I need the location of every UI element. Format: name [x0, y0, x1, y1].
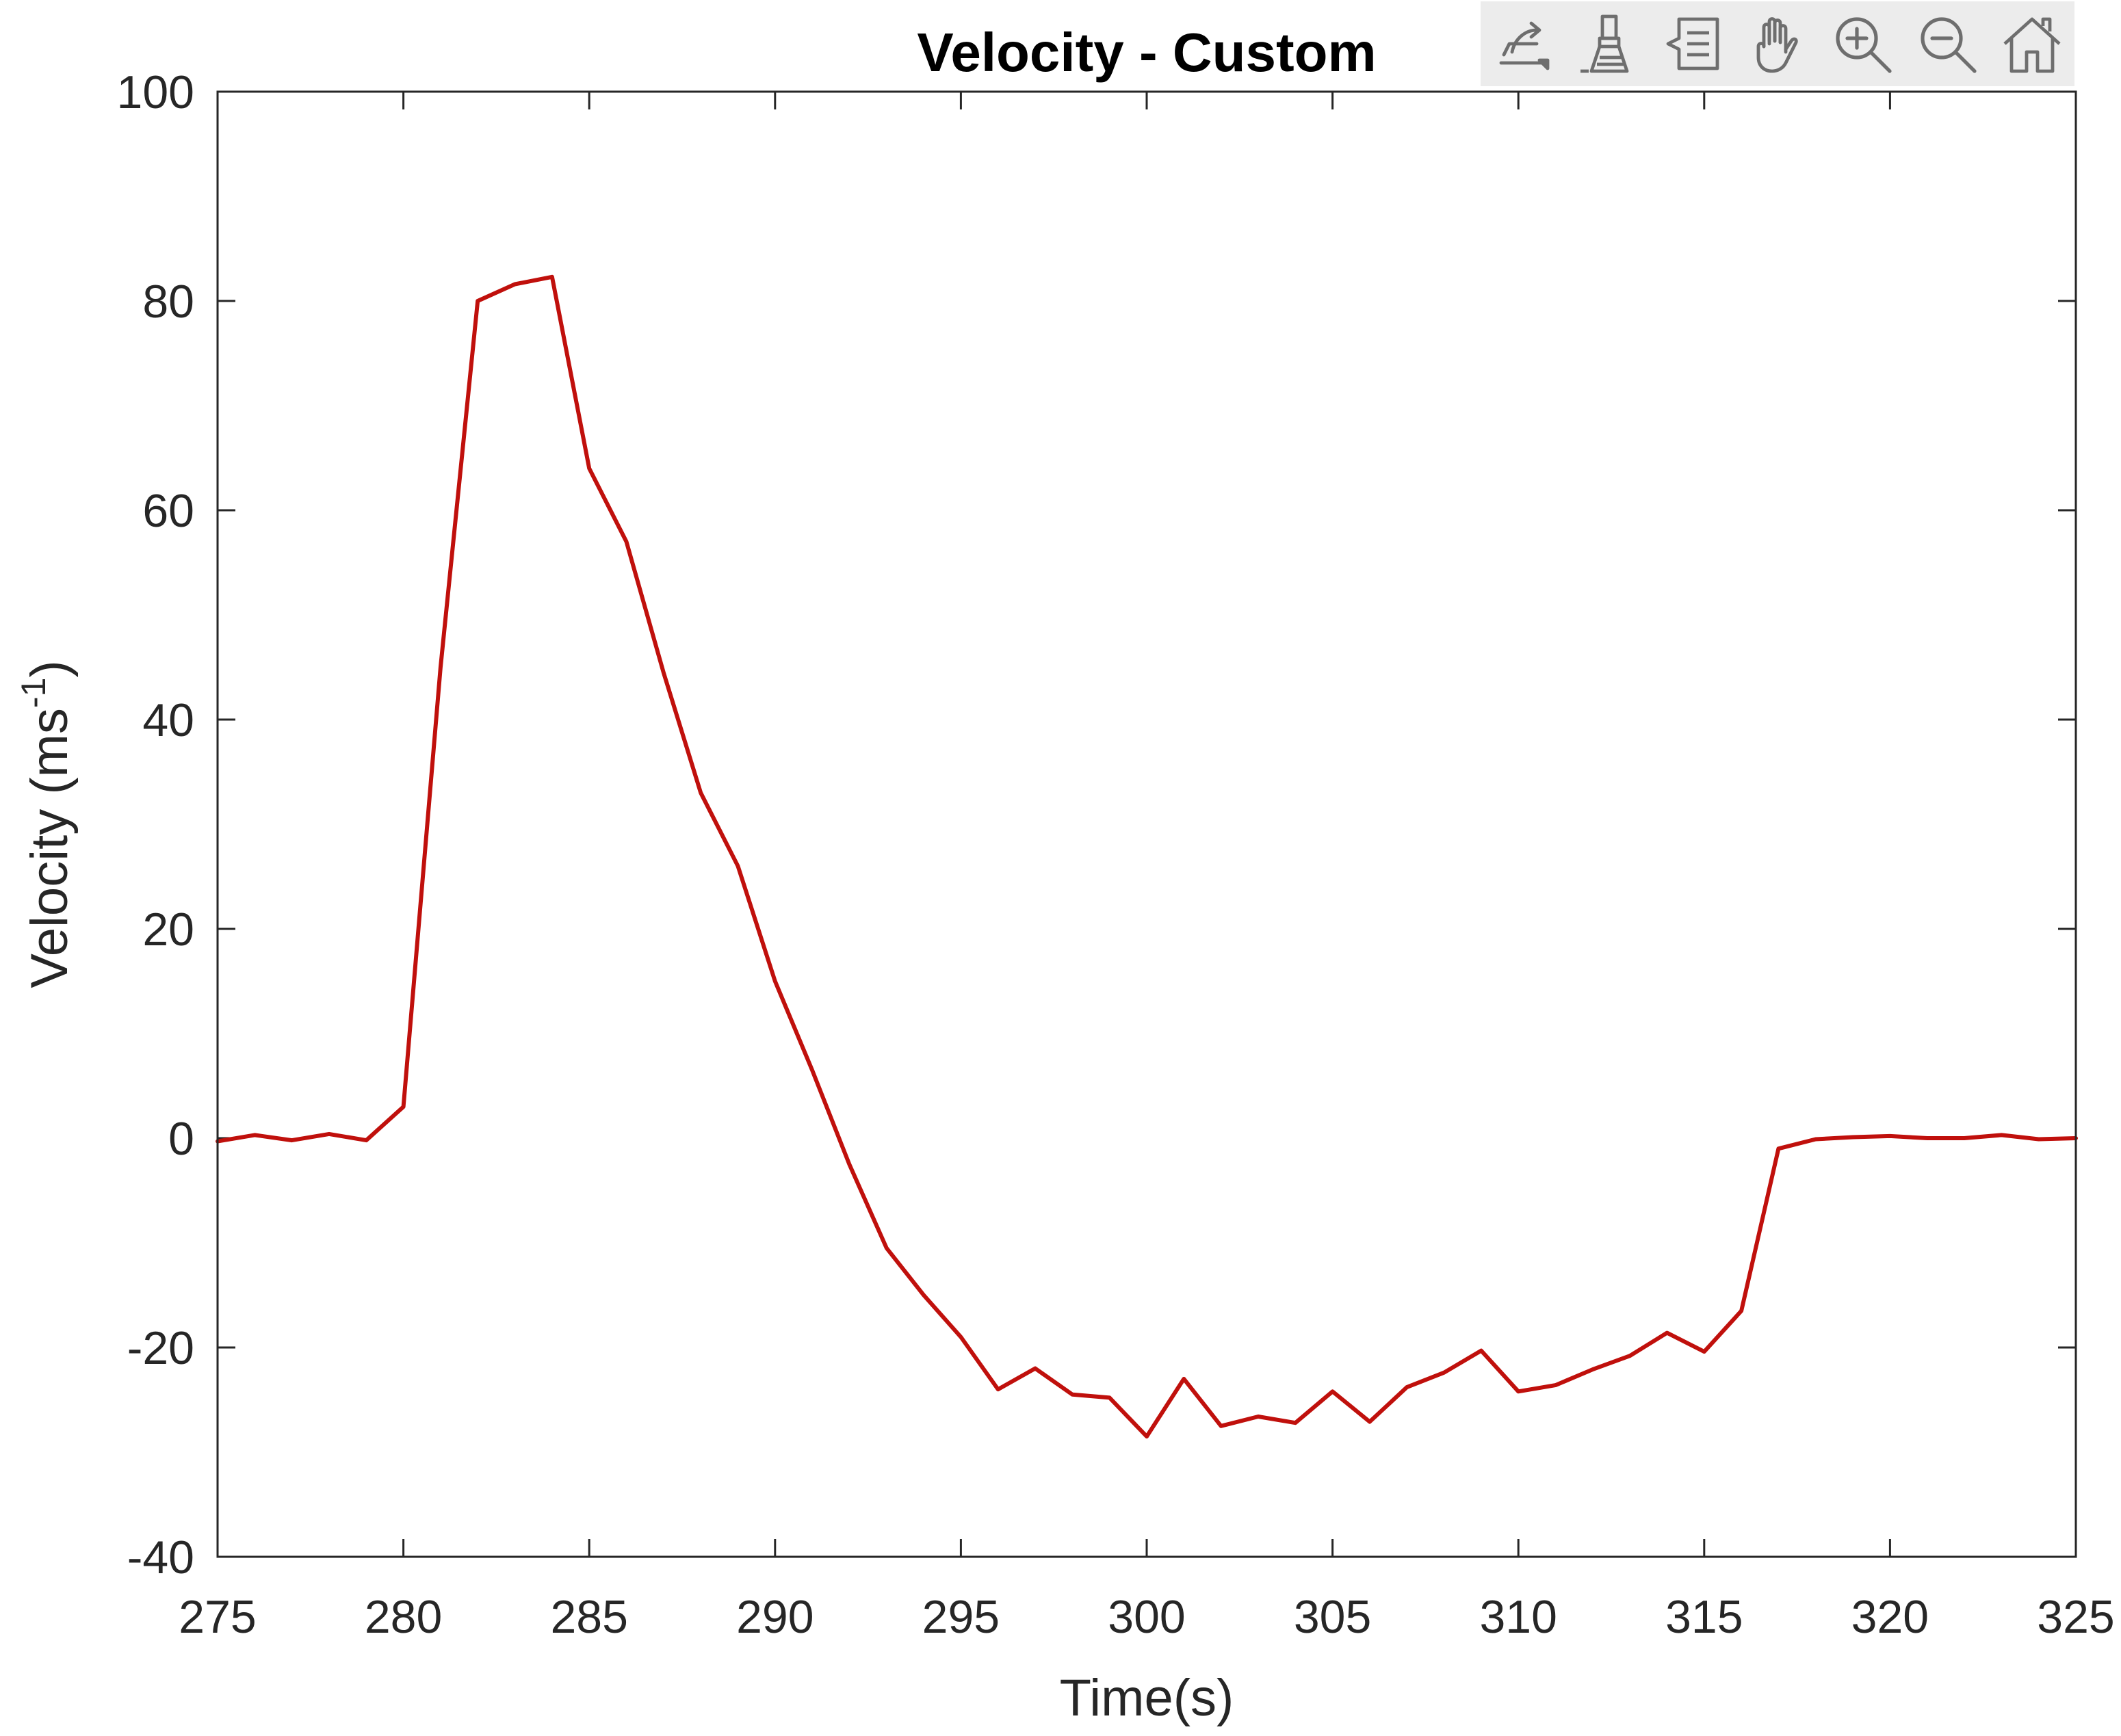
velocity-data-point: [1851, 1135, 1855, 1140]
datatip-button[interactable]: [1656, 7, 1730, 81]
velocity-data-point: [810, 1068, 814, 1073]
velocity-data-point: [922, 1293, 926, 1298]
export-button[interactable]: [1486, 7, 1560, 81]
velocity-data-point: [1591, 1367, 1595, 1371]
velocity-data-point: [1925, 1136, 1929, 1140]
x-axis-label: Time(s): [1060, 1669, 1234, 1727]
x-tick-label: 300: [1108, 1591, 1185, 1643]
home-button[interactable]: [1995, 7, 2069, 81]
velocity-data-point: [1479, 1349, 1483, 1353]
x-tick-label: 295: [922, 1591, 1000, 1643]
velocity-data-point: [402, 1105, 406, 1109]
velocity-data-point: [699, 791, 703, 795]
x-tick-label: 320: [1851, 1591, 1929, 1643]
velocity-data-point: [1516, 1389, 1520, 1393]
brush-button[interactable]: [1571, 7, 1645, 81]
axes-toolbar: [1481, 1, 2074, 86]
velocity-data-point: [364, 1138, 368, 1142]
home-icon: [2003, 17, 2061, 73]
velocity-data-point: [1888, 1134, 1892, 1138]
zoom-out-icon: [1921, 17, 1977, 73]
pan-hand-icon: [1756, 17, 1798, 73]
velocity-data-point: [1331, 1389, 1335, 1393]
chart-title: Velocity - Custom: [917, 22, 1376, 83]
velocity-data-point: [1145, 1434, 1149, 1438]
x-tick-label: 285: [550, 1591, 627, 1643]
velocity-series-line: [216, 274, 2078, 1439]
velocity-data-point: [1776, 1146, 1780, 1150]
velocity-data-point: [847, 1162, 851, 1166]
velocity-data-point: [1070, 1393, 1074, 1397]
export-icon: [1499, 21, 1550, 70]
velocity-data-point: [959, 1335, 963, 1339]
velocity-data-point: [1256, 1415, 1260, 1419]
plot-area-frame: [216, 90, 2077, 1558]
zoom-in-button[interactable]: [1825, 7, 1899, 81]
velocity-data-point: [1628, 1354, 1632, 1358]
velocity-data-point: [327, 1132, 331, 1136]
datatip-icon: [1666, 17, 1719, 70]
velocity-data-point: [1702, 1350, 1706, 1354]
velocity-data-point: [513, 282, 517, 287]
velocity-data-point: [550, 275, 554, 279]
velocity-data-point: [1962, 1136, 1966, 1140]
velocity-data-point: [2037, 1137, 2041, 1142]
x-tick-label: 275: [179, 1591, 256, 1643]
velocity-data-point: [587, 466, 591, 471]
y-axis-label-superscript: -1: [14, 678, 53, 708]
x-tick-label: 315: [1665, 1591, 1743, 1643]
pan-button[interactable]: [1741, 7, 1814, 81]
zoom-in-icon: [1836, 17, 1892, 73]
x-tick-label: 280: [365, 1591, 442, 1643]
y-tick-label: 20: [142, 904, 194, 956]
x-tick-label: 305: [1294, 1591, 1371, 1643]
velocity-data-point: [1182, 1377, 1186, 1381]
velocity-data-point: [996, 1387, 1000, 1391]
velocity-data-point: [252, 1133, 257, 1137]
velocity-data-point: [290, 1138, 294, 1142]
y-tick-label: -20: [127, 1322, 194, 1374]
velocity-data-point: [1108, 1395, 1112, 1399]
velocity-data-point: [625, 540, 629, 544]
velocity-data-point: [736, 864, 740, 868]
y-tick-label: 60: [142, 485, 194, 537]
velocity-data-point: [1442, 1371, 1446, 1375]
velocity-data-point: [439, 666, 443, 670]
brush-icon: [1580, 14, 1629, 73]
velocity-data-point: [1814, 1137, 1818, 1142]
x-tick-label: 290: [736, 1591, 814, 1643]
velocity-data-point: [1665, 1331, 1669, 1335]
velocity-data-point: [1368, 1420, 1372, 1424]
velocity-data-point: [885, 1246, 889, 1250]
zoom-out-button[interactable]: [1910, 7, 1984, 81]
x-tick-label: 310: [1479, 1591, 1557, 1643]
velocity-data-point: [1999, 1133, 2003, 1137]
velocity-data-point: [1219, 1424, 1223, 1428]
velocity-data-point: [773, 979, 777, 984]
y-axis-label-close: ): [21, 660, 79, 677]
y-axis-label: Velocity (ms-1): [14, 660, 79, 988]
y-tick-label: 100: [117, 66, 194, 118]
y-axis-label-main: Velocity (ms: [21, 708, 79, 988]
y-tick-label: 0: [168, 1113, 194, 1165]
velocity-data-point: [1739, 1309, 1743, 1313]
velocity-data-point: [1554, 1383, 1558, 1387]
velocity-data-point: [662, 670, 666, 674]
velocity-data-point: [1033, 1367, 1037, 1371]
velocity-data-point: [1293, 1421, 1297, 1425]
y-tick-label: -40: [127, 1531, 194, 1583]
velocity-data-point: [476, 299, 480, 303]
x-tick-label: 325: [2037, 1591, 2114, 1643]
y-tick-label: 80: [142, 276, 194, 328]
y-tick-label: 40: [142, 694, 194, 746]
velocity-data-point: [1405, 1385, 1409, 1389]
